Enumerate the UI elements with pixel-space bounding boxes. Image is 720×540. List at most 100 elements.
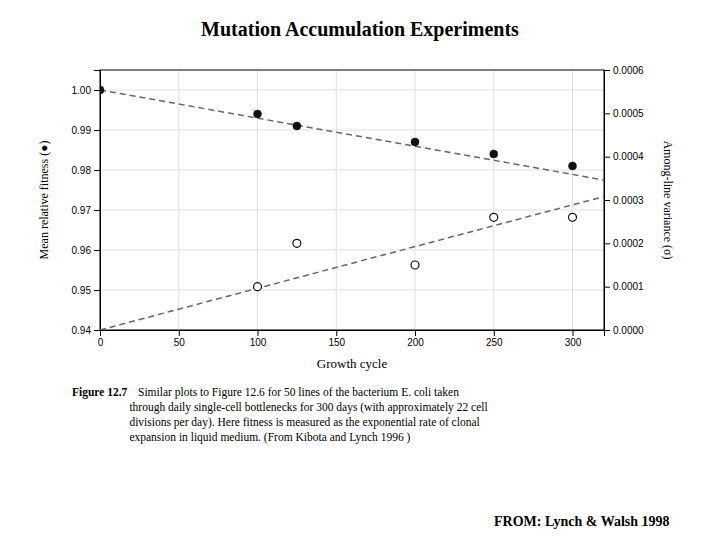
tick-label: 0.0002 [613, 238, 644, 249]
line [100, 90, 604, 180]
tick: 250 [486, 330, 503, 348]
tick-mark [415, 330, 416, 336]
grid-line [100, 90, 604, 91]
tick: 0.0005 [604, 108, 644, 119]
tick-label: 200 [407, 337, 424, 348]
tick: 0.95 [72, 285, 100, 296]
caption-label: Figure 12.7 [72, 386, 128, 399]
grid-line [100, 210, 604, 211]
tick-label: 250 [486, 337, 503, 348]
tick-label: 0 [98, 337, 104, 348]
tick-label: 300 [565, 337, 582, 348]
tick-mark [258, 330, 259, 336]
tick: 0.0004 [604, 151, 644, 162]
grid-line [415, 70, 416, 330]
grid [100, 70, 604, 330]
tick: 0.0003 [604, 195, 644, 206]
source: FROM: Lynch & Walsh 1998 [494, 514, 670, 529]
point [254, 283, 262, 291]
point [490, 213, 498, 221]
tick-mark [94, 250, 100, 251]
tick-label: 0.96 [72, 245, 92, 256]
grid-line [493, 70, 494, 330]
tick-mark [604, 157, 610, 158]
grid-line [178, 70, 179, 330]
tick-label: 0.0001 [613, 281, 644, 292]
point [569, 162, 577, 170]
point [569, 213, 577, 221]
tick-label: 0.0003 [613, 195, 644, 206]
y2-axis: 0.0000 0.0001 0.0002 0.0003 0.0004 0.0005 0.00… [604, 65, 644, 336]
tick-mark [573, 330, 574, 336]
tick-mark [94, 210, 100, 211]
tick: 0.0002 [604, 238, 644, 249]
tick-mark [94, 170, 100, 171]
tick-label: 0.98 [72, 165, 92, 176]
tick-mark [604, 243, 610, 244]
grid-line [572, 70, 573, 330]
tick-label: 0.0005 [613, 108, 644, 119]
tick: 0.99 [72, 125, 100, 136]
tick-label: 0.95 [72, 285, 92, 296]
tick: 100 [250, 330, 267, 348]
grid-line [100, 170, 604, 171]
x-axis: 0 50 100 150 200 250 300 [98, 330, 605, 348]
tick-label: 50 [174, 337, 186, 348]
tick: 200 [407, 330, 424, 348]
marks [100, 86, 604, 330]
tick-label: 1.00 [72, 85, 92, 96]
tick: 1.00 [72, 85, 100, 96]
chart: 0501001502002503000.940.950.960.970.980.… [0, 0, 720, 540]
tick: 0.0001 [604, 281, 644, 292]
tick-label: 0.99 [72, 125, 92, 136]
tick-mark [94, 330, 100, 331]
tick-mark [604, 287, 610, 288]
tick-mark [604, 200, 610, 201]
tick: 300 [565, 330, 582, 348]
point [293, 122, 301, 130]
grid-line [336, 70, 337, 330]
tick: 0.94 [72, 325, 100, 336]
tick-label: 0.0000 [613, 325, 644, 336]
tick-label: 0.0004 [613, 151, 644, 162]
plot: 0501001502002503000.940.950.960.970.980.… [72, 65, 644, 348]
tick-label: 0.94 [72, 325, 92, 336]
tick: 0.96 [72, 245, 100, 256]
tick: 0 [98, 330, 104, 348]
tick-mark [94, 90, 100, 91]
tick-label: 100 [250, 337, 267, 348]
tick-mark [494, 330, 495, 336]
tick: 0.0000 [604, 325, 644, 336]
grid-line [100, 250, 604, 251]
axis-line [101, 331, 605, 337]
point [100, 86, 104, 94]
tick: 50 [174, 330, 186, 348]
point [411, 261, 419, 269]
y-axis: 0.94 0.95 0.96 0.97 0.98 0.99 1.00 [72, 71, 101, 336]
grid-line [100, 290, 604, 291]
tick-mark [604, 330, 610, 331]
tick: 0.97 [72, 205, 100, 216]
tick: 0.98 [72, 165, 100, 176]
axis-line [94, 71, 101, 331]
tick-label: 150 [328, 337, 345, 348]
tick-mark [94, 290, 100, 291]
point [254, 110, 262, 118]
tick-mark [336, 330, 337, 336]
tick-label: 0.0006 [613, 65, 644, 76]
tick: 150 [328, 330, 345, 348]
y2-axis-label: Among-line variance (σ) [661, 140, 675, 259]
tick-mark [604, 70, 610, 71]
axis-line [605, 71, 611, 331]
point [411, 138, 419, 146]
point [293, 239, 301, 247]
point [490, 150, 498, 158]
plot-frame [100, 70, 604, 330]
tick-mark [604, 113, 610, 114]
tick: 0.0006 [604, 65, 644, 76]
tick-label: 0.97 [72, 205, 92, 216]
title: Mutation Accumulation Experiments [201, 18, 519, 41]
x-axis-label: Growth cycle [317, 356, 388, 371]
line [100, 197, 604, 330]
grid-line [100, 130, 604, 131]
